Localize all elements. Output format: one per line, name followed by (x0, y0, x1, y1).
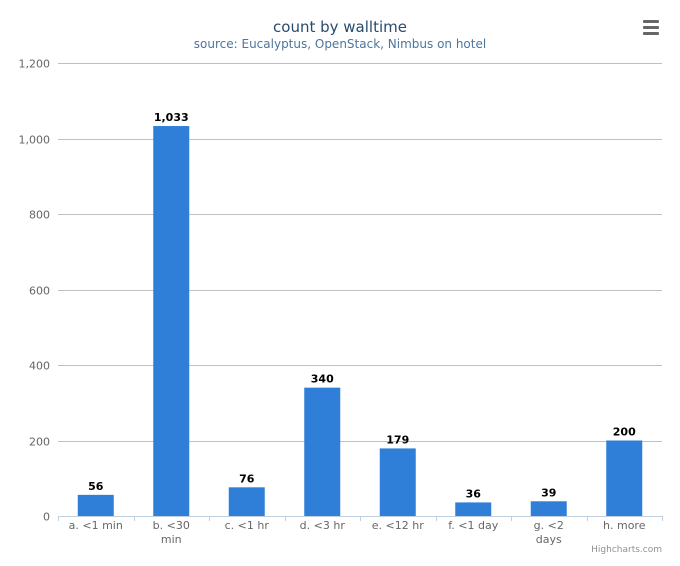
x-tick-label: d. <3 hr (300, 519, 346, 532)
bar[interactable] (379, 448, 416, 516)
x-tick-label: h. more (603, 519, 646, 532)
bar[interactable] (228, 487, 265, 516)
data-label: 200 (613, 426, 636, 439)
hamburger-menu-icon (643, 20, 659, 23)
data-label: 56 (88, 480, 104, 493)
y-tick-label: 600 (29, 285, 50, 298)
bar[interactable] (153, 126, 190, 516)
y-tick-label: 800 (29, 209, 50, 222)
y-tick-label: 200 (29, 436, 50, 449)
x-tick-label: e. <12 hr (372, 519, 424, 532)
data-label: 179 (386, 433, 409, 446)
data-label: 39 (541, 486, 556, 499)
y-tick-label: 400 (29, 360, 50, 373)
chart-menu-button[interactable] (640, 20, 662, 38)
chart-title: count by walltime (273, 18, 407, 36)
bar[interactable] (606, 440, 643, 517)
x-tick-label: a. <1 min (69, 519, 123, 532)
credits-link[interactable]: Highcharts.com (591, 545, 662, 555)
bar[interactable] (530, 501, 567, 516)
data-label: 76 (239, 472, 255, 485)
data-label: 340 (311, 373, 334, 386)
x-tick-label: c. <1 hr (225, 519, 270, 532)
bar[interactable] (77, 494, 114, 516)
bar[interactable] (304, 387, 341, 516)
x-tick-label: b. <30 min (153, 519, 190, 546)
y-tick-label: 0 (43, 511, 50, 524)
data-label: 1,033 (154, 111, 189, 124)
chart-subtitle: source: Eucalyptus, OpenStack, Nimbus on… (194, 37, 486, 51)
y-tick-label: 1,200 (19, 58, 51, 71)
x-tick-label: f. <1 day (448, 519, 499, 532)
data-label: 36 (466, 487, 482, 500)
bar[interactable] (455, 502, 492, 516)
x-tick-label: g. <2 days (534, 519, 564, 546)
y-tick-label: 1,000 (19, 134, 51, 147)
